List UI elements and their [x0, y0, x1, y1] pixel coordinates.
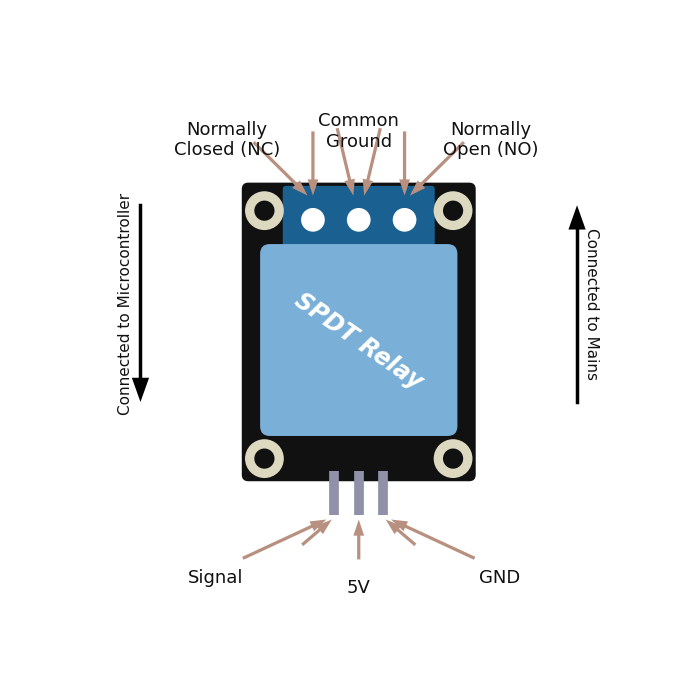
Text: Signal: Signal: [188, 569, 244, 587]
Text: Common
Ground: Common Ground: [318, 112, 399, 150]
FancyArrow shape: [335, 128, 355, 195]
Text: SPDT Relay: SPDT Relay: [290, 288, 427, 395]
Text: Normally
Open (NO): Normally Open (NO): [443, 120, 538, 160]
FancyArrow shape: [242, 519, 326, 560]
Circle shape: [443, 449, 463, 469]
FancyArrow shape: [132, 205, 149, 402]
FancyArrow shape: [386, 519, 416, 546]
Circle shape: [434, 191, 473, 230]
Text: Connected to Mains: Connected to Mains: [584, 228, 599, 380]
Text: 5V: 5V: [346, 579, 371, 597]
Circle shape: [393, 208, 416, 232]
FancyArrow shape: [307, 132, 318, 195]
FancyArrow shape: [391, 519, 475, 560]
Text: Normally
Closed (NC): Normally Closed (NC): [174, 120, 280, 160]
FancyArrow shape: [301, 519, 332, 546]
FancyBboxPatch shape: [283, 186, 435, 249]
FancyArrow shape: [399, 132, 410, 195]
Circle shape: [245, 191, 284, 230]
FancyArrow shape: [410, 141, 465, 195]
Circle shape: [443, 201, 463, 220]
Text: GND: GND: [480, 569, 521, 587]
Circle shape: [347, 208, 370, 232]
FancyArrow shape: [568, 205, 586, 402]
FancyArrow shape: [363, 128, 382, 195]
Circle shape: [254, 449, 274, 469]
Circle shape: [245, 439, 284, 478]
FancyBboxPatch shape: [241, 183, 476, 481]
FancyArrow shape: [253, 141, 307, 195]
Circle shape: [301, 208, 325, 232]
FancyBboxPatch shape: [260, 244, 457, 436]
Circle shape: [254, 201, 274, 220]
Text: Connected to Microcontroller: Connected to Microcontroller: [118, 193, 134, 415]
Circle shape: [434, 439, 473, 478]
FancyArrow shape: [354, 519, 364, 559]
